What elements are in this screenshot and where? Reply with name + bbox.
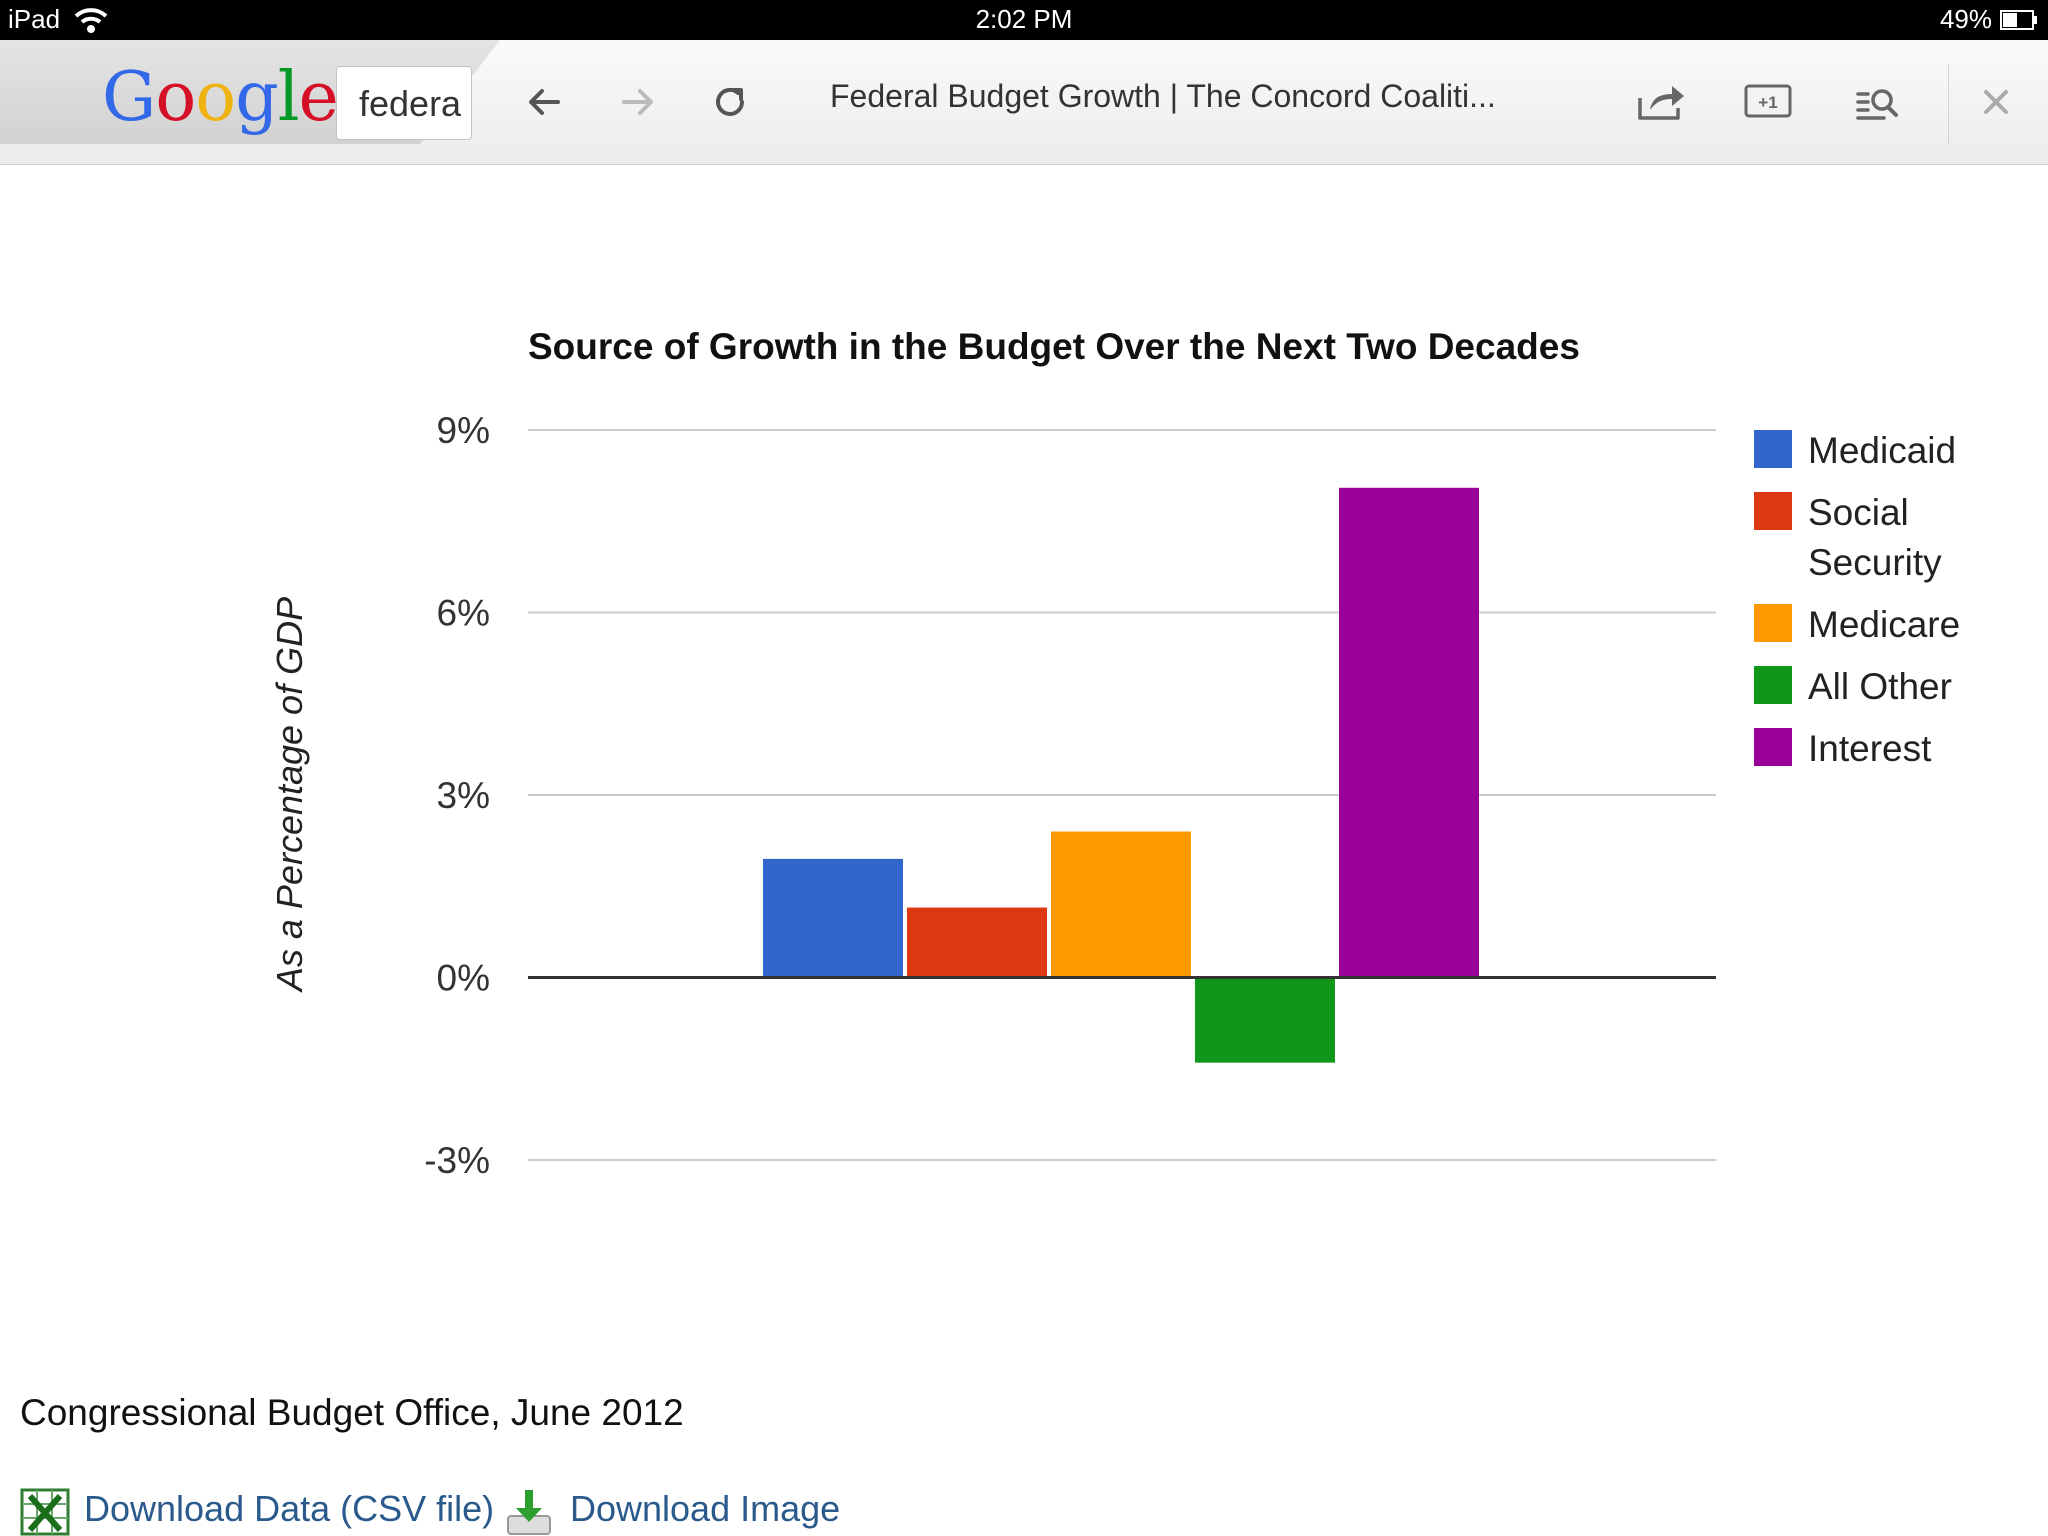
chart-title: Source of Growth in the Budget Over the … xyxy=(528,326,1580,367)
search-input[interactable]: federa xyxy=(336,66,472,140)
legend-swatch xyxy=(1754,666,1792,704)
y-tick-label: 9% xyxy=(437,410,490,451)
legend-label: Medicaid xyxy=(1808,430,1957,471)
legend-label: Medicare xyxy=(1808,604,1961,645)
legend-swatch xyxy=(1754,492,1792,530)
clock: 2:02 PM xyxy=(975,4,1073,34)
legend-swatch xyxy=(1754,430,1792,468)
bar-medicaid[interactable] xyxy=(763,858,903,978)
y-tick-label: 3% xyxy=(437,775,490,816)
legend-label: Interest xyxy=(1808,728,1932,769)
bar-interest[interactable] xyxy=(1339,487,1479,978)
battery-icon xyxy=(2000,10,2037,30)
legend-label: All Other xyxy=(1808,666,1952,707)
legend-item[interactable]: Interest xyxy=(1754,724,2034,774)
legend-swatch xyxy=(1754,604,1792,642)
legend-item[interactable]: Medicare xyxy=(1754,600,2034,650)
svg-text:+1: +1 xyxy=(1758,93,1777,112)
wifi-icon xyxy=(74,8,108,33)
legend-item[interactable]: Social Security xyxy=(1754,488,2034,588)
toolbar-divider xyxy=(1948,64,1949,144)
reload-icon[interactable] xyxy=(706,78,754,126)
legend-swatch xyxy=(1754,728,1792,766)
y-tick-label: 0% xyxy=(437,958,490,999)
status-bar: iPad 2:02 PM 49% xyxy=(0,0,2048,40)
source-note: Congressional Budget Office, June 2012 xyxy=(20,1392,684,1433)
chart-legend: Medicaid Social Security Medicare All Other… xyxy=(1754,426,2034,786)
download-image-link[interactable]: Download Image xyxy=(570,1488,841,1529)
legend-label: Social Security xyxy=(1808,492,1942,583)
spreadsheet-icon[interactable] xyxy=(20,1488,70,1536)
close-icon[interactable] xyxy=(1974,80,2018,124)
bar-all-other[interactable] xyxy=(1195,977,1335,1063)
reader-search-icon[interactable] xyxy=(1854,78,1902,126)
forward-arrow-icon[interactable] xyxy=(614,78,662,126)
bar-chart: 9% 6% 3% 0% -3% xyxy=(424,410,1716,1181)
download-csv-link[interactable]: Download Data (CSV file) xyxy=(84,1488,495,1529)
page-title: Federal Budget Growth | The Concord Coal… xyxy=(830,78,1496,114)
share-icon[interactable] xyxy=(1636,78,1686,126)
google-logo[interactable]: Google xyxy=(102,58,339,137)
back-arrow-icon[interactable] xyxy=(520,78,568,126)
plus-one-icon[interactable]: +1 xyxy=(1744,82,1794,122)
y-tick-label: -3% xyxy=(424,1140,490,1181)
legend-item[interactable]: Medicaid xyxy=(1754,426,2034,476)
download-icon[interactable] xyxy=(504,1488,554,1536)
bar-social-security[interactable] xyxy=(907,907,1047,978)
bar-medicare[interactable] xyxy=(1051,831,1191,978)
browser-toolbar: Google federa Federal Budget Growth | Th… xyxy=(0,40,2048,165)
legend-item[interactable]: All Other xyxy=(1754,662,2034,712)
device-name: iPad xyxy=(8,4,61,34)
search-input-value: federa xyxy=(359,83,462,124)
battery-percent: 49% xyxy=(1939,4,1992,34)
y-tick-label: 6% xyxy=(437,593,490,634)
